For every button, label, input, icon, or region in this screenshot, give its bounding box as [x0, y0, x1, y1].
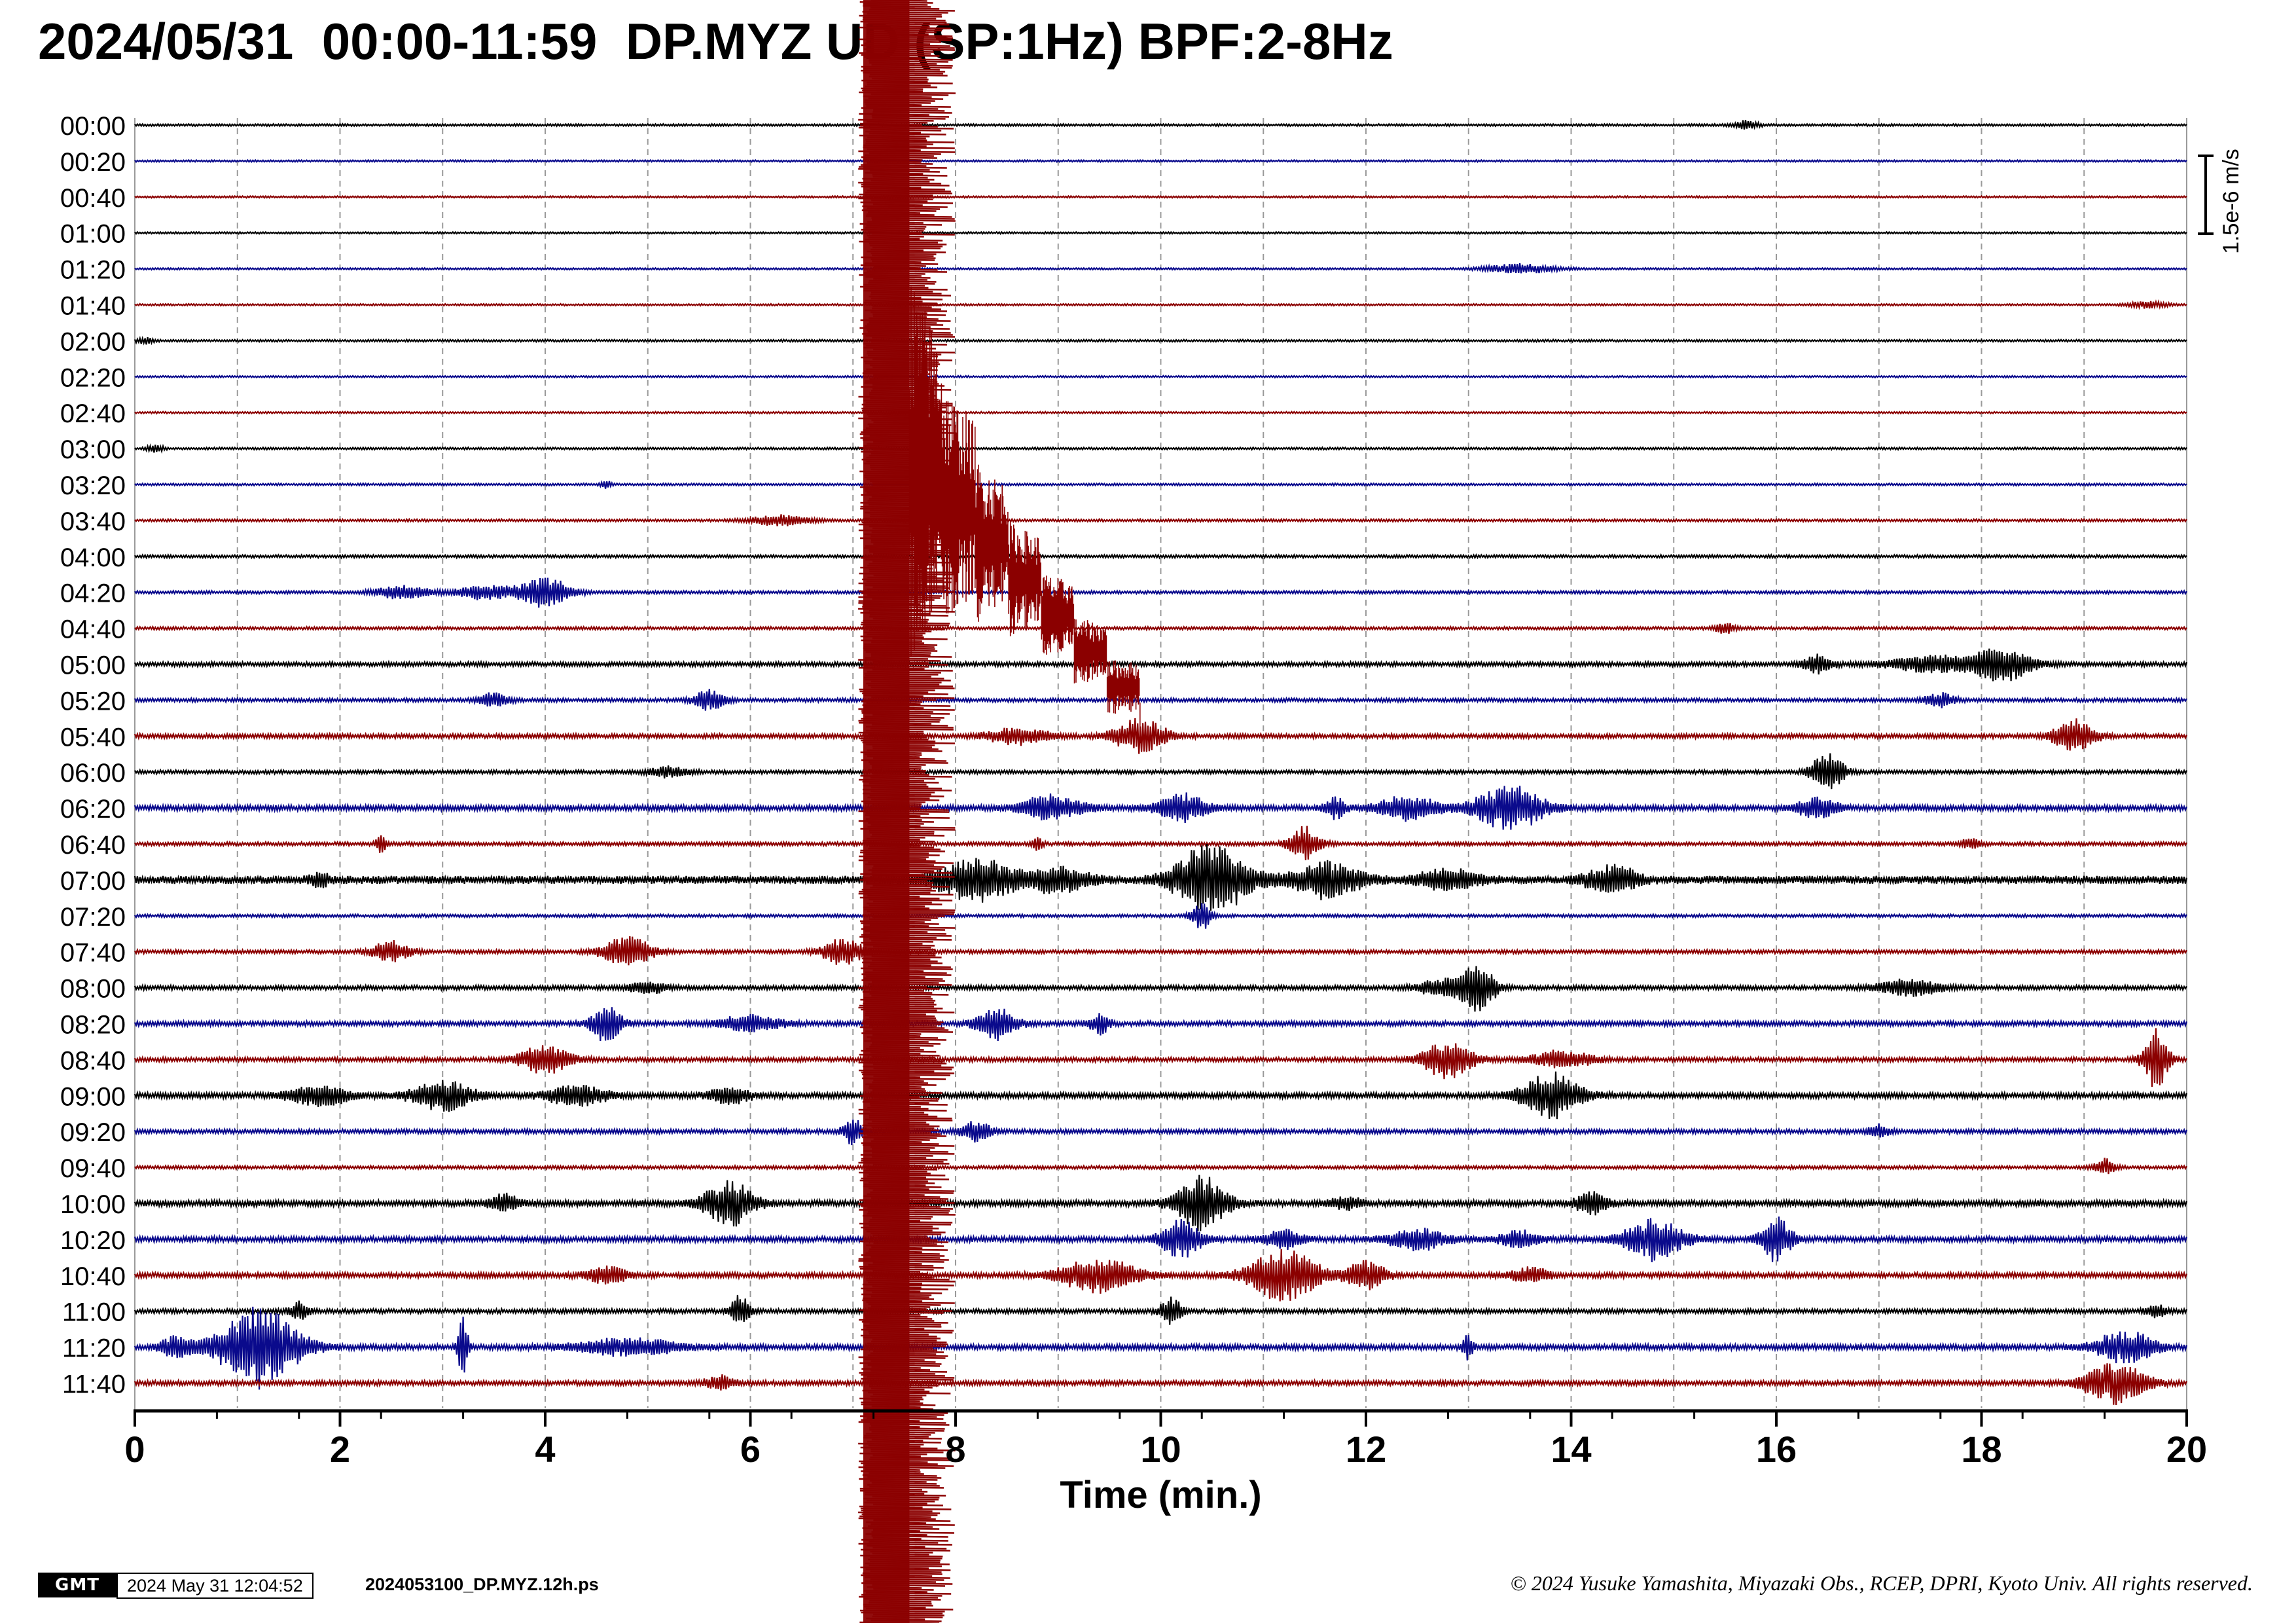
trace-row-0400	[134, 553, 2187, 560]
trace-row-0240	[134, 410, 2187, 415]
trace-row-0420	[134, 577, 2187, 608]
x-axis: 0 2 4 6 8 10 12 14 16 18 20 Time (min.)	[124, 1409, 2207, 1516]
x-tick-label: 10	[1140, 1429, 1181, 1470]
trace-row-0200	[134, 335, 2187, 346]
row-label: 03:40	[60, 507, 126, 536]
x-tick-label: 8	[945, 1429, 965, 1470]
trace-row-0640	[134, 826, 2187, 860]
row-label: 08:40	[60, 1046, 126, 1075]
trace-row-0800	[134, 966, 2187, 1012]
x-tick-label: 4	[535, 1429, 555, 1470]
gmt-logo: GMT	[38, 1573, 117, 1597]
x-tick-label: 14	[1551, 1429, 1591, 1470]
row-label: 11:20	[62, 1334, 126, 1363]
earthquake-event	[858, 0, 1141, 1623]
row-label: 06:20	[60, 795, 126, 824]
trace-row-0120	[134, 263, 2187, 274]
row-label: 10:20	[60, 1226, 126, 1255]
row-label: 03:00	[60, 435, 126, 464]
trace-row-0700	[134, 844, 2188, 911]
trace-row-0540	[134, 718, 2188, 754]
trace-row-1040	[134, 1249, 2188, 1302]
seismogram-traces	[134, 120, 2188, 1406]
quake-coda	[908, 286, 1141, 744]
x-tick-label: 12	[1346, 1429, 1386, 1470]
x-tick-label: 6	[740, 1429, 761, 1470]
row-label: 01:00	[60, 220, 126, 249]
trace-row-0440	[134, 623, 2187, 634]
x-tick-label: 16	[1756, 1429, 1797, 1470]
x-tick-label: 18	[1961, 1429, 2001, 1470]
trace-row-1120	[134, 1306, 2188, 1390]
scale-bar-label: 1.5e-6 m/s	[2219, 149, 2244, 254]
row-label: 02:20	[60, 363, 126, 392]
trace-row-0820	[134, 1007, 2188, 1041]
trace-row-0300	[134, 443, 2187, 454]
row-label: 06:00	[60, 759, 126, 788]
x-axis-label: Time (min.)	[1060, 1474, 1261, 1516]
row-label: 06:40	[60, 831, 126, 860]
row-label: 07:00	[60, 867, 126, 896]
footer-copyright: © 2024 Yusuke Yamashita, Miyazaki Obs., …	[1510, 1571, 2253, 1595]
row-label: 02:00	[60, 327, 126, 356]
row-label: 07:20	[60, 903, 126, 932]
row-label: 10:00	[60, 1190, 126, 1219]
row-label: 04:20	[60, 579, 126, 608]
trace-row-0220	[134, 374, 2187, 379]
x-tick-label: 20	[2166, 1429, 2207, 1470]
row-label: 03:20	[60, 471, 126, 500]
trace-row-0520	[134, 689, 2187, 711]
trace-row-0320	[134, 480, 2187, 489]
row-label: 09:20	[60, 1118, 126, 1147]
row-label: 05:00	[60, 651, 126, 680]
row-label: 10:40	[60, 1262, 126, 1291]
trace-row-0620	[134, 786, 2188, 830]
trace-row-0000	[134, 120, 2187, 130]
grid-lines	[134, 118, 2187, 1411]
scale-bar: 1.5e-6 m/s	[2198, 149, 2244, 254]
row-label: 08:20	[60, 1011, 126, 1040]
trace-row-1140	[134, 1363, 2188, 1406]
trace-row-0500	[134, 648, 2188, 682]
trace-row-0100	[134, 230, 2187, 236]
row-label: 00:00	[60, 112, 126, 141]
trace-row-0140	[134, 299, 2187, 310]
trace-row-0600	[134, 753, 2188, 790]
row-label: 09:00	[60, 1082, 126, 1111]
trace-row-0740	[134, 936, 2187, 966]
trace-row-1020	[134, 1216, 2188, 1262]
row-label: 05:40	[60, 723, 126, 752]
row-label: 01:20	[60, 256, 126, 285]
trace-row-0900	[134, 1071, 2188, 1120]
trace-row-1000	[134, 1175, 2188, 1231]
trace-row-0720	[134, 903, 2187, 929]
footer-timestamp: 2024 May 31 12:04:52	[117, 1573, 314, 1599]
row-label: 11:40	[62, 1370, 126, 1399]
row-label: 08:00	[60, 975, 126, 1004]
trace-row-0040	[134, 194, 2187, 200]
row-label: 05:20	[60, 687, 126, 716]
trace-row-0920	[134, 1119, 2188, 1146]
trace-row-0340	[134, 514, 2187, 526]
row-label: 04:00	[60, 543, 126, 572]
trace-row-0020	[134, 158, 2187, 164]
row-label: 11:00	[62, 1298, 126, 1327]
footer-filename: 2024053100_DP.MYZ.12h.ps	[365, 1575, 599, 1594]
trace-row-1100	[134, 1294, 2188, 1325]
row-label: 07:40	[60, 939, 126, 968]
trace-row-0840	[134, 1028, 2187, 1087]
row-label: 01:40	[60, 292, 126, 321]
quake-core	[863, 0, 910, 1623]
x-tick-label: 2	[330, 1429, 350, 1470]
row-label: 09:40	[60, 1154, 126, 1183]
trace-row-0940	[134, 1158, 2187, 1175]
x-tick-label: 0	[124, 1429, 145, 1470]
row-label: 04:40	[60, 615, 126, 644]
row-label: 00:20	[60, 148, 126, 177]
row-label: 00:40	[60, 184, 126, 213]
row-label: 02:40	[60, 399, 126, 428]
row-labels: 00:00 00:20 00:40 01:00 01:20 01:40 02:00 02:20…	[60, 112, 126, 1399]
